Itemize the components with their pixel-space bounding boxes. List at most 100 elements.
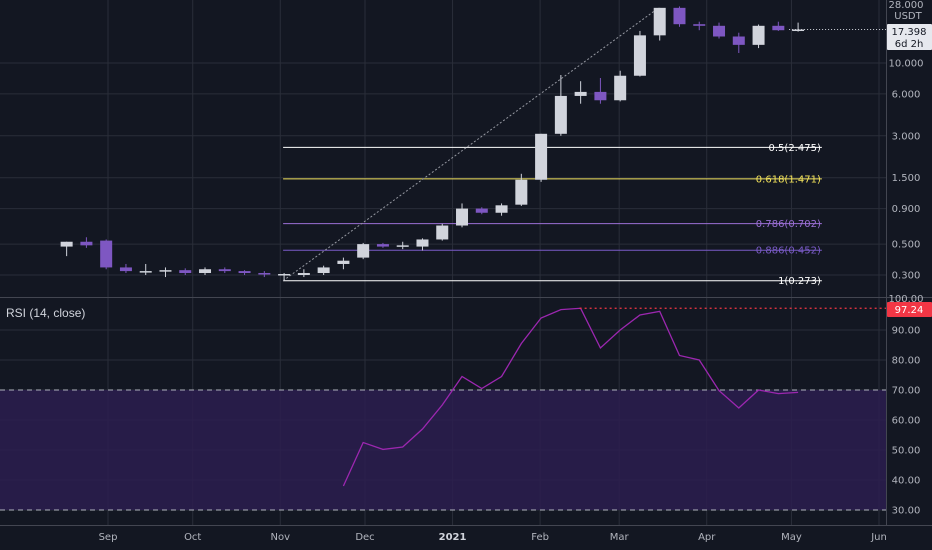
candle <box>139 263 152 275</box>
y-tick-label: 0.500 <box>892 240 921 251</box>
x-tick-label: Apr <box>698 532 716 543</box>
fib-level-label: 1(0.273) <box>778 276 821 287</box>
candle <box>218 267 231 274</box>
candle-body <box>159 270 172 272</box>
candle-body <box>713 25 726 37</box>
y-tick-label: 0.300 <box>892 271 921 282</box>
rsi-tick-label: 90.00 <box>892 326 921 337</box>
candle-body <box>772 25 785 31</box>
candle <box>792 22 805 32</box>
x-tick-label: Oct <box>184 532 201 543</box>
candle <box>317 265 330 275</box>
candle-body <box>80 241 93 246</box>
candle <box>752 24 765 49</box>
candle <box>80 237 93 248</box>
rsi-legend-label[interactable]: RSI (14, close) <box>6 306 86 320</box>
candle-body <box>396 245 409 247</box>
candle-body <box>436 225 449 240</box>
rsi-top-label: 100.00 <box>889 294 924 305</box>
x-tick-label: Nov <box>271 532 291 543</box>
candle <box>693 21 706 31</box>
candle <box>614 70 627 102</box>
candle <box>475 207 488 215</box>
candle-body <box>60 241 73 247</box>
fib-level-label: 0.618(1.471) <box>756 174 821 185</box>
candle <box>633 30 646 77</box>
y-tick-label: 0.900 <box>892 204 921 215</box>
candle-body <box>337 260 350 264</box>
candle <box>396 241 409 250</box>
last-price-tag: 17.398 6d 2h <box>887 24 932 50</box>
x-tick-label: Feb <box>531 532 549 543</box>
candle <box>416 238 429 251</box>
candle-body <box>199 269 212 274</box>
last-price-value: 17.398 <box>892 27 927 38</box>
rsi-series <box>342 307 886 487</box>
x-tick-label: 2021 <box>439 532 467 543</box>
candle <box>772 21 785 31</box>
candle <box>376 242 389 248</box>
candle <box>199 267 212 275</box>
rsi-tick-label: 60.00 <box>892 416 921 427</box>
candle <box>653 7 666 41</box>
candle-body <box>752 25 765 45</box>
x-tick-label: Dec <box>355 532 374 543</box>
rsi-tick-label: 70.00 <box>892 386 921 397</box>
rsi-tick-label: 50.00 <box>892 446 921 457</box>
x-tick-label: May <box>781 532 802 543</box>
candle <box>535 133 548 182</box>
candle-countdown: 6d 2h <box>895 39 924 50</box>
candle <box>357 242 370 260</box>
candle <box>258 271 271 278</box>
candle-body <box>633 35 646 76</box>
fibonacci-levels[interactable]: 0.5(2.475) 0.618(1.471) 0.786(0.702) 0.886(… <box>283 143 822 287</box>
rsi-last-value: 97.24 <box>895 305 924 316</box>
x-tick-label: Sep <box>99 532 118 543</box>
rsi-tick-label: 80.00 <box>892 356 921 367</box>
candle <box>100 239 113 270</box>
candle <box>119 263 132 274</box>
candle <box>495 203 508 216</box>
candle-body <box>317 267 330 274</box>
candle-body <box>732 36 745 45</box>
candle-body <box>693 24 706 26</box>
candle-body <box>139 271 152 273</box>
candle-body <box>179 270 192 274</box>
candle-body <box>535 133 548 180</box>
x-tick-label: Jun <box>870 532 887 543</box>
candle-body <box>495 205 508 213</box>
candle-body <box>653 7 666 36</box>
rsi-tick-label: 40.00 <box>892 476 921 487</box>
candle-body <box>218 269 231 272</box>
candle <box>515 173 528 206</box>
candle <box>179 268 192 275</box>
candle <box>297 269 310 278</box>
candle-body <box>594 91 607 101</box>
trendline-layer[interactable] <box>282 7 660 282</box>
fib-level-label: 0.5(2.475) <box>769 143 821 154</box>
candle-body <box>357 244 370 258</box>
candle <box>278 273 291 281</box>
rsi-band-layer <box>0 389 886 511</box>
candle <box>337 257 350 270</box>
fib-level-label: 0.786(0.702) <box>756 219 821 230</box>
candle <box>673 6 686 27</box>
candle-body <box>574 91 587 96</box>
currency-label: USDT <box>894 11 922 22</box>
candle-body <box>238 271 251 274</box>
fib-level-label: 0.886(0.452) <box>756 246 821 257</box>
candle <box>554 74 567 136</box>
rsi-tick-label: 30.00 <box>892 506 921 517</box>
candle-body <box>416 239 429 247</box>
candle-body <box>515 179 528 205</box>
candle-body <box>614 75 627 101</box>
y-tick-label: 1.500 <box>892 173 921 184</box>
candle <box>594 78 607 104</box>
trendline[interactable] <box>282 7 660 282</box>
x-tick-label: Mar <box>610 532 630 543</box>
candle-body <box>297 273 310 275</box>
candle-body <box>554 95 567 134</box>
candle-body <box>456 208 469 226</box>
